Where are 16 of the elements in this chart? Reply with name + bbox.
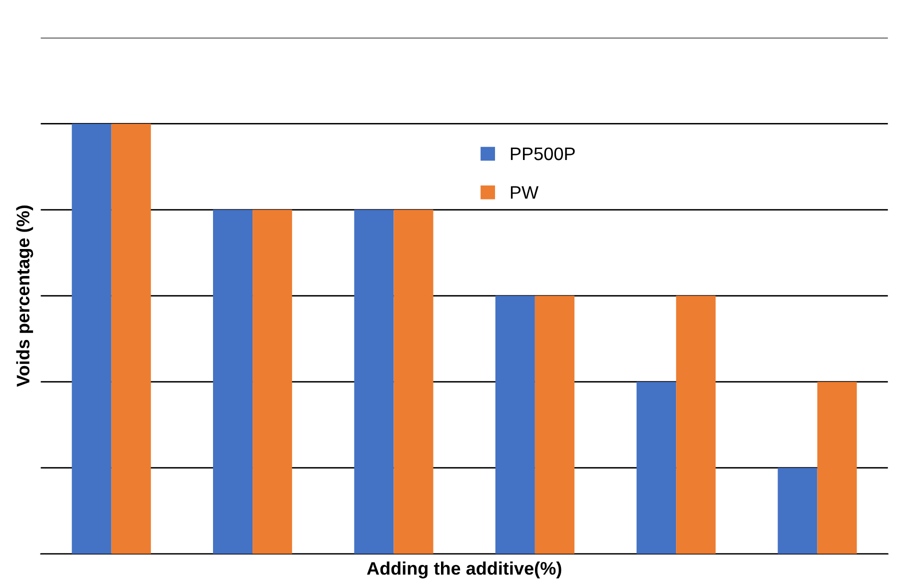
bar [72, 124, 112, 554]
bar [534, 296, 574, 554]
bar [354, 210, 394, 554]
bar [495, 296, 535, 554]
legend-label: PW [510, 186, 538, 199]
bar [817, 382, 857, 554]
bar [111, 124, 151, 554]
bar [213, 210, 253, 554]
bar [252, 210, 292, 554]
legend-label: PP500P [510, 147, 575, 160]
bar [676, 296, 716, 554]
bar [636, 382, 676, 554]
bar [394, 210, 434, 554]
y-axis-title: Voids percentage (%) [16, 206, 34, 387]
x-axis-title: Adding the additive(%) [366, 562, 562, 578]
bar [778, 468, 818, 554]
